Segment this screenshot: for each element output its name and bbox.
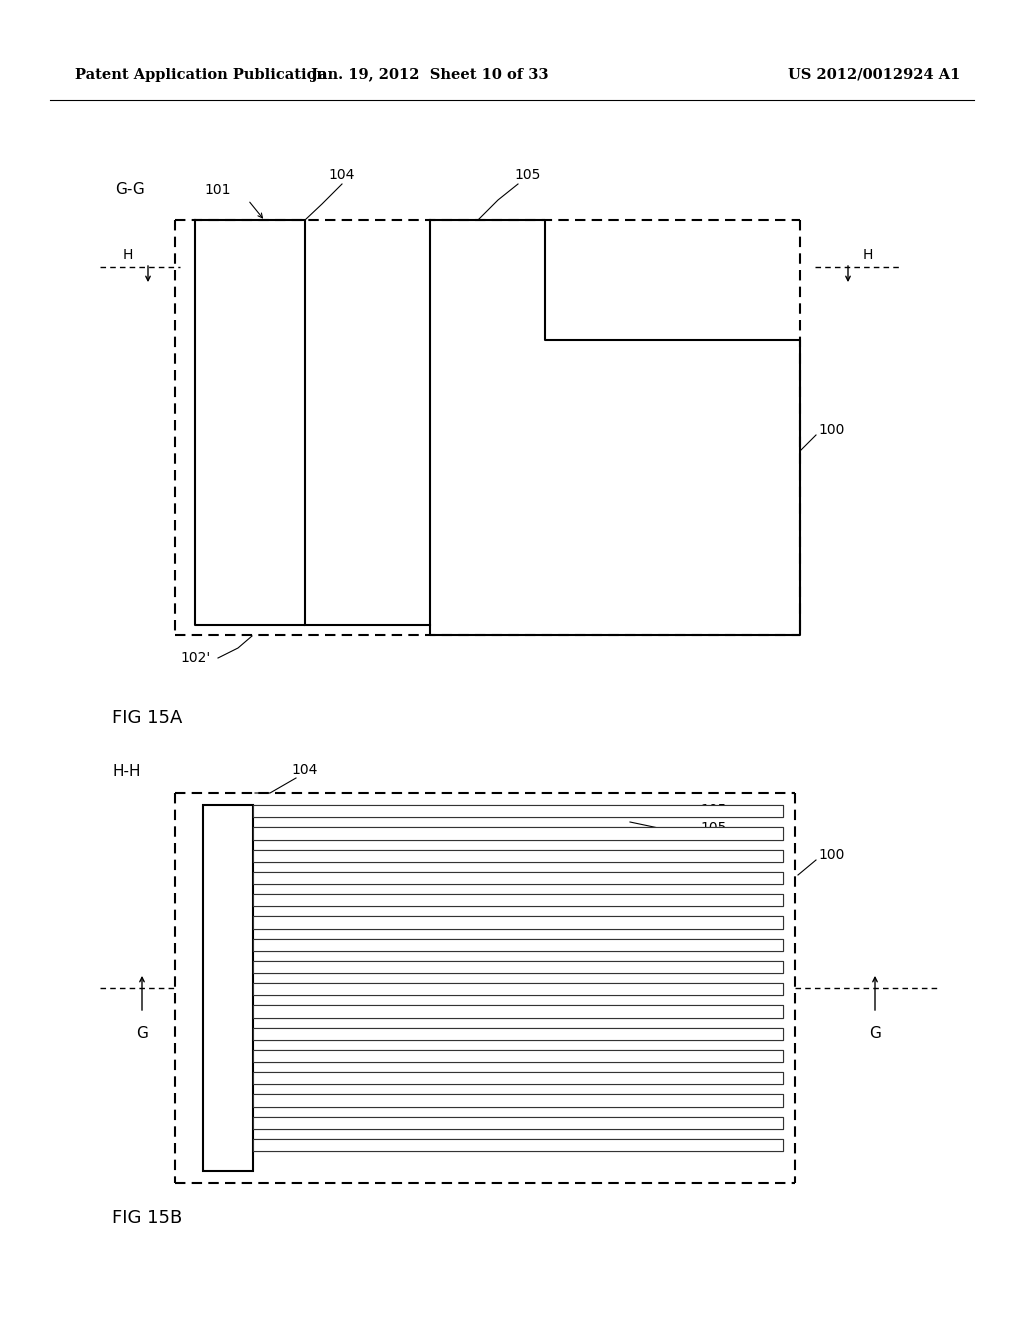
Text: H: H <box>123 248 133 261</box>
Bar <box>253 939 783 950</box>
Bar <box>253 916 783 929</box>
Text: 100: 100 <box>818 422 845 437</box>
Bar <box>253 1117 783 1129</box>
Bar <box>253 850 783 862</box>
Bar <box>253 983 783 995</box>
Bar <box>253 894 783 907</box>
Bar <box>253 1117 783 1129</box>
Text: 105: 105 <box>700 821 726 836</box>
Bar <box>253 983 783 995</box>
Bar <box>253 1006 783 1018</box>
Text: H: H <box>863 248 873 261</box>
Text: H-H: H-H <box>112 764 140 780</box>
Bar <box>253 871 783 884</box>
Text: G: G <box>136 1026 147 1040</box>
Text: 101: 101 <box>205 183 231 197</box>
Bar <box>253 894 783 907</box>
Text: G: G <box>869 1026 881 1040</box>
Text: FIG 15B: FIG 15B <box>112 1209 182 1228</box>
Bar <box>253 828 783 840</box>
Bar <box>253 850 783 862</box>
Text: 102': 102' <box>181 651 211 665</box>
Bar <box>253 805 783 817</box>
Text: 100: 100 <box>818 847 845 862</box>
Bar <box>253 1072 783 1085</box>
Text: Jan. 19, 2012  Sheet 10 of 33: Jan. 19, 2012 Sheet 10 of 33 <box>311 69 549 82</box>
Text: US 2012/0012924 A1: US 2012/0012924 A1 <box>787 69 961 82</box>
Bar <box>253 1049 783 1063</box>
Bar <box>253 1094 783 1106</box>
Text: 104: 104 <box>329 168 355 182</box>
Bar <box>253 1006 783 1018</box>
Bar <box>253 1027 783 1040</box>
Bar <box>253 805 783 817</box>
Text: FIG 15A: FIG 15A <box>112 709 182 727</box>
Bar <box>253 1072 783 1085</box>
Bar <box>253 916 783 929</box>
Bar <box>253 805 783 1171</box>
Bar <box>253 1049 783 1063</box>
Bar <box>253 939 783 950</box>
Bar <box>253 1139 783 1151</box>
Bar <box>253 961 783 973</box>
Bar <box>253 961 783 973</box>
Text: 105: 105 <box>515 168 542 182</box>
Text: Patent Application Publication: Patent Application Publication <box>75 69 327 82</box>
Text: G-G: G-G <box>115 182 144 198</box>
Bar <box>253 828 783 840</box>
Bar <box>253 1094 783 1106</box>
Bar <box>253 1139 783 1151</box>
Bar <box>253 871 783 884</box>
Bar <box>253 1027 783 1040</box>
Text: 104: 104 <box>292 763 318 777</box>
Bar <box>203 805 253 1171</box>
Text: 105: 105 <box>700 803 726 817</box>
